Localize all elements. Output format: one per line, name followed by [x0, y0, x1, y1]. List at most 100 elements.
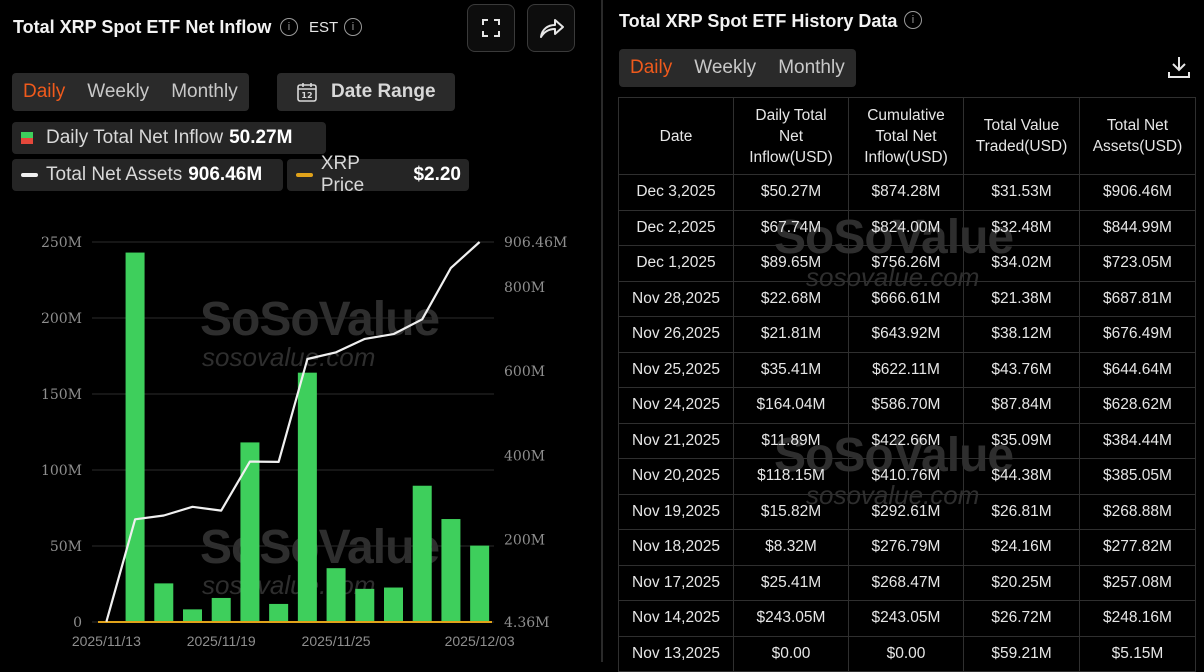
table-cell: $687.81M [1079, 280, 1196, 317]
inflow-bar [211, 597, 231, 622]
table-cell: $25.41M [733, 564, 849, 601]
x-tick-label: 2025/11/25 [302, 633, 371, 649]
y-right-tick-label: 906.46M [504, 235, 567, 251]
table-cell: $248.16M [1079, 600, 1196, 637]
tab-daily[interactable]: Daily [23, 81, 66, 102]
table-cell: $31.53M [963, 174, 1080, 211]
timezone-label: EST [309, 19, 339, 36]
y-left-tick-label: 0 [73, 615, 82, 631]
inflow-bar [297, 372, 317, 622]
table-cell: $676.49M [1079, 316, 1196, 353]
table-cell: $44.38M [963, 458, 1080, 495]
table-cell: $38.12M [963, 316, 1080, 353]
share-button[interactable] [527, 4, 575, 52]
net-inflow-panel: Total XRP Spot ETF Net Inflow i EST i Da… [0, 0, 600, 670]
table-cell: $906.46M [1079, 174, 1196, 211]
table-cell: $257.08M [1079, 564, 1196, 601]
watermark-sub: sosovalue.com [202, 570, 376, 600]
legend-assets[interactable]: Total Net Assets 906.46M [12, 159, 283, 191]
table-cell: $59.21M [963, 635, 1080, 672]
inflow-bar [154, 583, 174, 622]
panel-divider [601, 0, 603, 662]
fullscreen-button[interactable] [467, 4, 515, 52]
column-header-line: Net [778, 127, 804, 145]
history-panel: Total XRP Spot ETF History Data i Daily … [604, 0, 1204, 672]
table-cell: $0.00 [733, 635, 849, 672]
legend-inflow-value: 50.27M [229, 127, 293, 148]
table-cell: $32.48M [963, 209, 1080, 246]
price-swatch-icon [296, 173, 313, 177]
table-cell: $89.65M [733, 245, 849, 282]
panel-title: Total XRP Spot ETF Net Inflow [13, 17, 272, 37]
table-cell: $50.27M [733, 174, 849, 211]
y-left-tick-label: 100M [41, 463, 82, 479]
table-header-row: Date Daily Total Net Inflow(USD) Cumulative T… [618, 97, 1196, 175]
table-cell: $67.74M [733, 209, 849, 246]
timezone-info-icon[interactable]: i [344, 18, 362, 36]
table-cell: $723.05M [1079, 245, 1196, 282]
table-row: Nov 14,2025 $243.05M $243.05M $26.72M $248.1… [618, 600, 1196, 637]
table-cell: $628.62M [1079, 387, 1196, 424]
inflow-bar [470, 545, 490, 622]
date-range-button[interactable]: 12 Date Range [277, 73, 455, 111]
history-tab-daily[interactable]: Daily [630, 57, 673, 78]
inflow-bar [412, 485, 432, 622]
table-cell: $422.66M [848, 422, 964, 459]
download-icon[interactable] [1166, 54, 1192, 80]
table-cell: Nov 28,2025 [618, 280, 734, 317]
table-row: Nov 28,2025 $22.68M $666.61M $21.38M $687.81… [618, 280, 1196, 317]
net-assets-line [105, 241, 481, 622]
history-tab-weekly[interactable]: Weekly [694, 57, 757, 78]
table-cell: $756.26M [848, 245, 964, 282]
column-header-line: Inflow(USD) [864, 148, 948, 166]
assets-swatch-icon [21, 173, 38, 177]
table-cell: $643.92M [848, 316, 964, 353]
table-cell: $586.70M [848, 387, 964, 424]
column-header: Total Value Traded(USD) [963, 97, 1080, 175]
table-cell: Nov 17,2025 [618, 564, 734, 601]
history-period-tabs: Daily Weekly Monthly [619, 49, 856, 87]
inflow-bar [355, 588, 375, 622]
inflow-chart[interactable]: 0 50M 100M 150M 200M 250M 4.36M 200M 400M 600M 800… [0, 0, 600, 670]
column-header-line: Daily Total [755, 106, 827, 124]
table-cell: $644.64M [1079, 351, 1196, 388]
table-cell: $15.82M [733, 493, 849, 530]
info-icon[interactable]: i [280, 18, 298, 36]
history-info-icon[interactable]: i [904, 11, 922, 29]
table-cell: $844.99M [1079, 209, 1196, 246]
table-cell: $268.88M [1079, 493, 1196, 530]
y-left-tick-label: 250M [41, 235, 82, 251]
table-row: Nov 26,2025 $21.81M $643.92M $38.12M $676.49… [618, 316, 1196, 353]
table-row: Nov 20,2025 $118.15M $410.76M $44.38M $385.0… [618, 458, 1196, 495]
column-header-line: Total Net [875, 127, 937, 145]
table-cell: Nov 13,2025 [618, 635, 734, 672]
y-right-tick-label: 4.36M [504, 615, 550, 631]
table-cell: $20.25M [963, 564, 1080, 601]
column-header-line: Date [659, 127, 693, 145]
table-cell: $8.32M [733, 529, 849, 566]
watermark-text: SoSoValue [200, 521, 440, 574]
table-cell: $87.84M [963, 387, 1080, 424]
column-header-line: Inflow(USD) [749, 148, 833, 166]
history-tab-monthly[interactable]: Monthly [778, 57, 845, 78]
x-tick-label: 2025/11/13 [72, 633, 141, 649]
column-header: Date [618, 97, 734, 175]
table-cell: $164.04M [733, 387, 849, 424]
table-cell: Dec 2,2025 [618, 209, 734, 246]
fullscreen-icon [482, 19, 500, 37]
history-table: Date Daily Total Net Inflow(USD) Cumulative T… [618, 97, 1196, 672]
tab-weekly[interactable]: Weekly [87, 81, 150, 102]
inflow-bar [240, 442, 260, 622]
legend-price[interactable]: XRP Price $2.20 [287, 153, 469, 196]
tab-monthly[interactable]: Monthly [171, 81, 238, 102]
table-cell: $622.11M [848, 351, 964, 388]
table-row: Nov 25,2025 $35.41M $622.11M $43.76M $644.64… [618, 351, 1196, 388]
table-cell: Nov 21,2025 [618, 422, 734, 459]
table-cell: $384.44M [1079, 422, 1196, 459]
legend-price-label: XRP Price [320, 153, 365, 196]
y-right-tick-label: 600M [504, 364, 545, 380]
legend-assets-label: Total Net Assets [46, 164, 183, 185]
table-cell: $268.47M [848, 564, 964, 601]
legend-inflow[interactable]: Daily Total Net Inflow 50.27M [12, 122, 326, 154]
inflow-bar [183, 609, 202, 622]
